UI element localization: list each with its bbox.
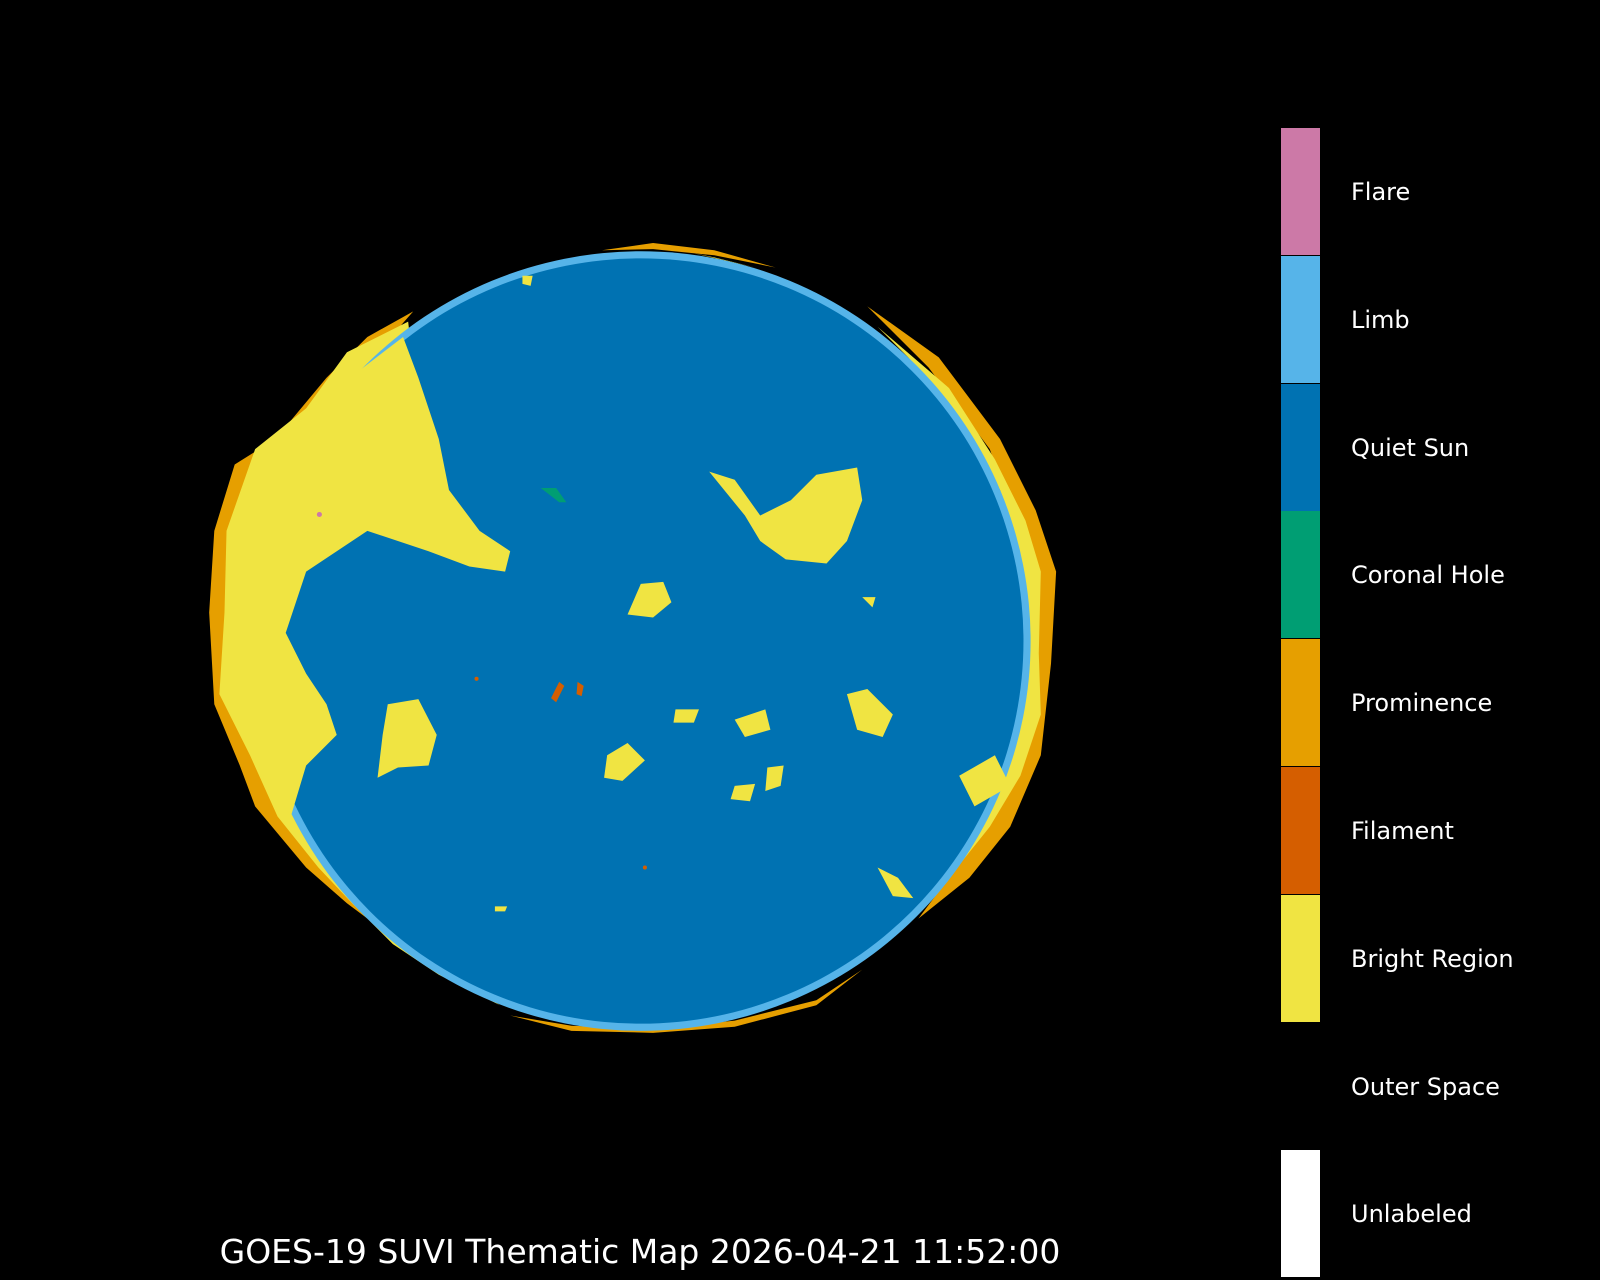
legend-label: Limb [1351,305,1410,334]
legend-swatch [1281,639,1320,768]
legend-swatch [1281,894,1320,1023]
legend-label: Unlabeled [1351,1200,1472,1229]
legend-label: Coronal Hole [1351,561,1505,590]
legend-label: Bright Region [1351,944,1514,973]
legend-label: Prominence [1351,689,1493,718]
legend-swatch [1281,1150,1320,1279]
legend-swatch [1281,511,1320,640]
coronal-hole-regions [540,487,567,503]
legend-swatch [1281,128,1320,256]
legend-swatch [1281,1022,1320,1151]
quiet-sun-disc [258,258,1024,1024]
legend-label: Quiet Sun [1351,433,1470,462]
legend-swatch [1281,383,1320,512]
filament-regions [474,676,647,870]
legend-swatch [1281,255,1320,384]
legend-swatch [1281,767,1320,895]
chart-title: GOES-19 SUVI Thematic Map 2026-04-21 11:… [219,1232,1061,1271]
legend-label: Outer Space [1351,1072,1500,1101]
legend-label: Flare [1351,178,1411,206]
flare-regions [316,511,322,518]
bright-region-interior [239,275,1011,912]
legend-label: Filament [1351,817,1454,845]
